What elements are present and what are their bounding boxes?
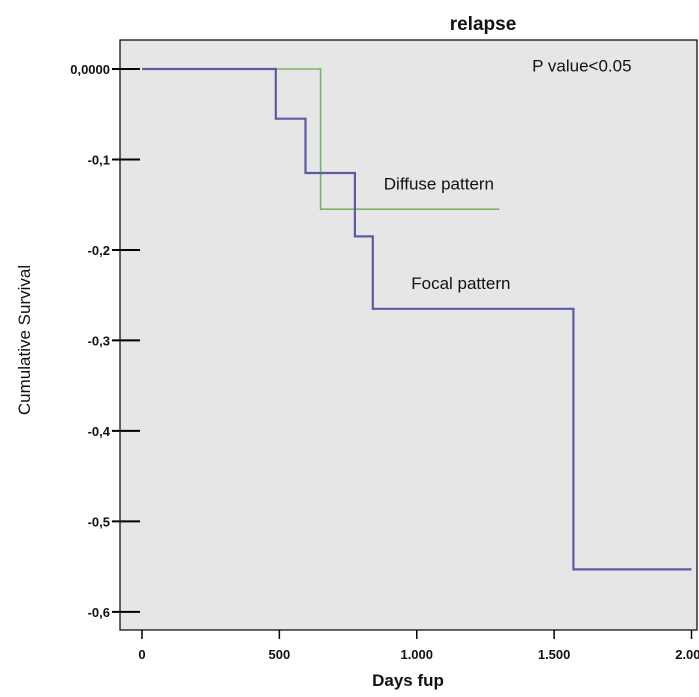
y-tick-label: -0,3	[88, 333, 110, 348]
y-axis-title: Cumulative Survival	[15, 265, 34, 415]
chart-title: relapse	[450, 14, 517, 35]
annotations: P value<0.05 Diffuse pattern Focal pattern	[384, 57, 632, 293]
x-axis-title: Days fup	[372, 671, 444, 690]
x-tick-label: 0	[138, 647, 145, 662]
plot-area	[119, 39, 698, 631]
x-tick-label: 2.000	[675, 647, 699, 662]
y-axis: 0,0000 -0,1 -0,2 -0,3 -0,4 -0,5 -0,6	[70, 62, 140, 620]
x-tick-label: 1.500	[538, 647, 571, 662]
annotation-label: Focal pattern	[411, 274, 510, 293]
x-axis: 0 500 1.000 1.500 2.000	[138, 630, 699, 662]
series-group	[142, 67, 692, 571]
annotation-label: P value<0.05	[532, 57, 631, 76]
y-tick-label: -0,1	[88, 152, 110, 167]
y-tick-label: -0,2	[88, 243, 110, 258]
x-tick-label: 500	[269, 647, 291, 662]
y-tick-label: -0,6	[88, 605, 110, 620]
y-tick-label: 0,0000	[70, 62, 110, 77]
y-tick-label: -0,5	[88, 514, 110, 529]
annotation-label: Diffuse pattern	[384, 174, 494, 193]
y-tick-label: -0,4	[88, 424, 111, 439]
x-tick-label: 1.000	[400, 647, 433, 662]
series-line-focal	[142, 67, 692, 571]
